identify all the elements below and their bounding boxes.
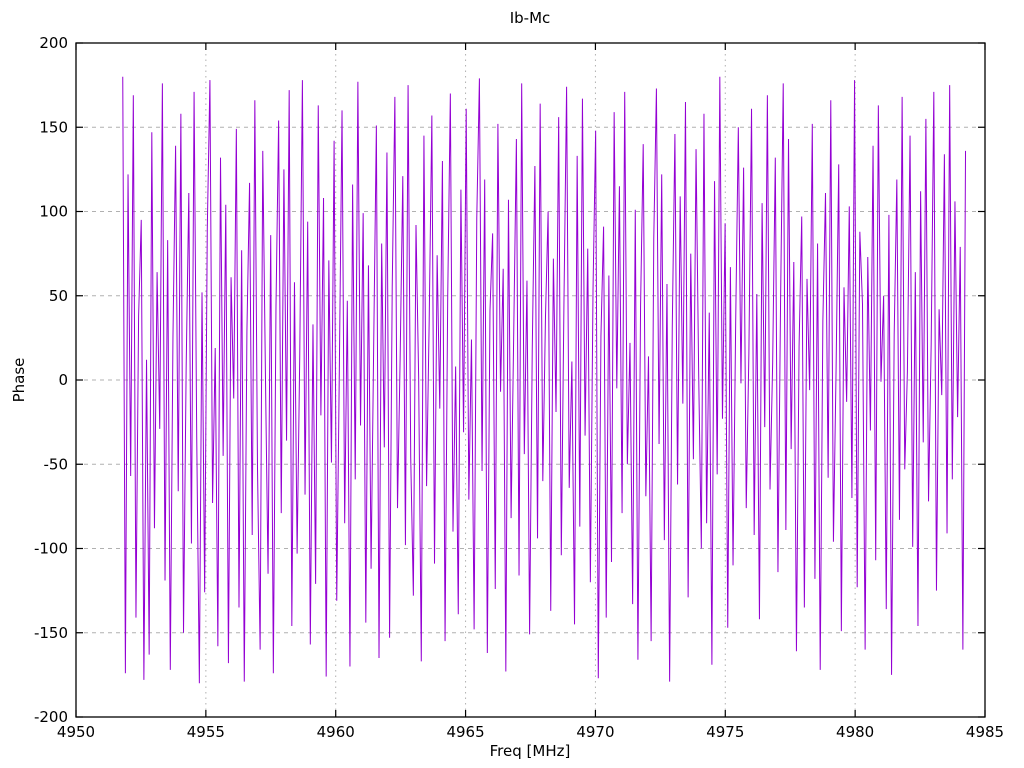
y-tick-label: 0 bbox=[58, 371, 68, 389]
x-tick-label: 4955 bbox=[187, 723, 225, 741]
y-tick-label: 50 bbox=[49, 287, 68, 305]
x-tick-label: 4985 bbox=[966, 723, 1004, 741]
chart-title: Ib-Mc bbox=[510, 9, 551, 27]
y-tick-label: 200 bbox=[39, 34, 68, 52]
y-tick-label: -200 bbox=[34, 708, 68, 726]
y-tick-label: -150 bbox=[34, 624, 68, 642]
y-tick-label: 100 bbox=[39, 203, 68, 221]
y-tick-label: -50 bbox=[44, 455, 69, 473]
x-tick-label: 4970 bbox=[576, 723, 614, 741]
y-tick-labels: -200 -150 -100 -50 0 50 100 150 200 bbox=[34, 34, 68, 726]
y-tick-label: 150 bbox=[39, 118, 68, 136]
x-tick-labels: 4950 4955 4960 4965 4970 4975 4980 4985 bbox=[57, 723, 1004, 741]
x-tick-label: 4965 bbox=[446, 723, 484, 741]
phase-trace bbox=[122, 76, 967, 684]
grid-lines bbox=[76, 43, 985, 717]
x-tick-label: 4960 bbox=[317, 723, 355, 741]
plot-border bbox=[75, 42, 986, 718]
x-axis-label: Freq [MHz] bbox=[490, 742, 571, 760]
x-tick-label: 4975 bbox=[706, 723, 744, 741]
y-tick-label: -100 bbox=[34, 540, 68, 558]
y-axis-label: Phase bbox=[10, 358, 28, 403]
x-tick-label: 4950 bbox=[57, 723, 95, 741]
x-tick-label: 4980 bbox=[836, 723, 874, 741]
